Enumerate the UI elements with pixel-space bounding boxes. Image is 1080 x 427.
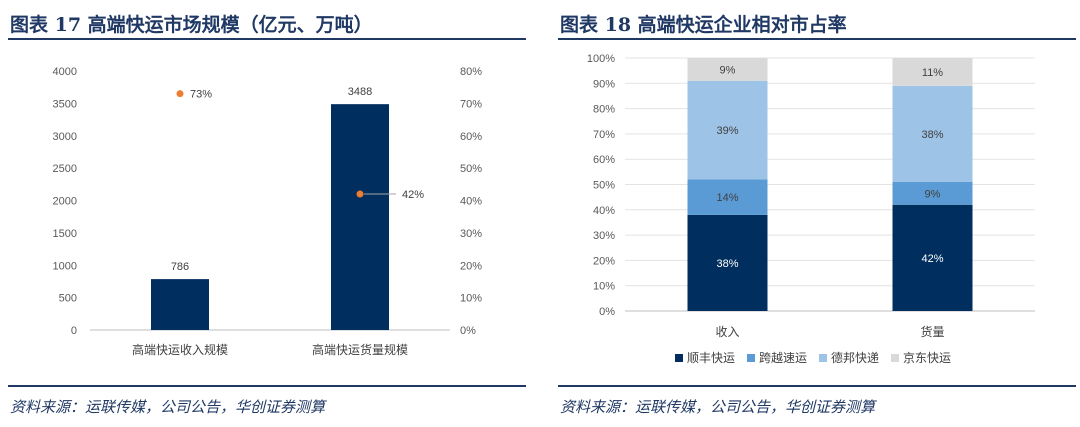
legend-swatch [747, 354, 755, 362]
y-tick-label: 3000 [53, 131, 77, 143]
y-tick-label: 90% [593, 78, 615, 90]
bar-value-label: 3488 [348, 86, 372, 98]
share-point-label: 42% [402, 189, 424, 201]
x-category-label: 高端快运收入规模 [132, 342, 228, 357]
legend-label: 京东快运 [903, 351, 951, 365]
y-tick-label: 30% [593, 230, 615, 242]
x-category-label: 收入 [715, 325, 739, 339]
legend-swatch [819, 354, 827, 362]
y-tick-label: 1500 [53, 228, 77, 240]
y-tick-label: 100% [587, 53, 615, 65]
y2-tick-label: 80% [460, 66, 482, 78]
y-tick-label: 10% [593, 281, 615, 293]
y2-tick-label: 60% [460, 131, 482, 143]
market-size-chart: 0 500 1000 1500 2000 2500 3000 3500 4000 0% 10% 20%… [53, 66, 483, 357]
y-tick-label: 2000 [53, 196, 77, 208]
figure-18-source: 资料来源：运联传媒，公司公告，华创证券测算 [560, 398, 876, 416]
y-tick-label: 0% [599, 306, 615, 318]
y2-tick-label: 50% [460, 163, 482, 175]
bar [331, 104, 389, 330]
y2-tick-label: 40% [460, 196, 482, 208]
share-point-label: 73% [190, 89, 212, 101]
segment-value-label: 38% [921, 129, 943, 141]
legend-label: 顺丰快运 [687, 351, 735, 365]
figure-18-bottom-rule [558, 385, 1076, 387]
figure-17-source: 资料来源：运联传媒，公司公告，华创证券测算 [10, 398, 326, 416]
y2-tick-label: 70% [460, 98, 482, 110]
bar-value-label: 786 [171, 261, 189, 273]
legend-swatch [675, 354, 683, 362]
stack-segment [687, 80, 768, 180]
y-tick-label: 2500 [53, 163, 77, 175]
stack-segment [687, 58, 768, 81]
segment-value-label: 11% [922, 67, 943, 79]
figure-17-title: 图表 17 高端快运市场规模（亿元、万吨） [10, 14, 373, 36]
y2-tick-label: 0% [460, 325, 476, 337]
stack-segment [892, 204, 973, 311]
figure-18-top-rule [558, 38, 1076, 40]
stack-segment [687, 214, 768, 311]
figure-18-title: 图表 18 高端快运企业相对市占率 [560, 14, 847, 36]
legend-swatch [891, 354, 899, 362]
legend-label: 跨越速运 [759, 351, 807, 365]
y2-tick-label: 10% [460, 293, 482, 305]
segment-value-label: 39% [716, 125, 738, 137]
segment-value-label: 9% [925, 188, 941, 200]
y-tick-label: 500 [59, 293, 77, 305]
stack-segment [892, 85, 973, 182]
x-category-label: 高端快运货量规模 [312, 342, 408, 357]
segment-value-label: 42% [921, 253, 943, 265]
y-tick-label: 80% [593, 104, 615, 116]
y-tick-label: 3500 [53, 98, 77, 110]
y-tick-label: 20% [593, 255, 615, 267]
legend-label: 德邦快递 [831, 350, 879, 365]
share-point [356, 190, 364, 198]
figure-18-panel: 图表 18 高端快运企业相对市占率 0% 10% 20% 30% 40% 50% 60% 70… [550, 0, 1080, 427]
segment-value-label: 14% [716, 192, 738, 204]
y2-tick-label: 30% [460, 228, 482, 240]
y-tick-label: 4000 [53, 66, 77, 78]
y-tick-label: 1000 [53, 260, 77, 272]
figure-17-bottom-rule [8, 385, 526, 387]
y2-tick-label: 20% [460, 260, 482, 272]
stack-segment [892, 181, 973, 205]
share-point [176, 90, 184, 98]
y-tick-label: 40% [593, 205, 615, 217]
stack-segment [687, 179, 768, 215]
y-tick-label: 70% [593, 129, 615, 141]
y-tick-label: 0 [71, 325, 77, 337]
x-category-label: 货量 [920, 324, 944, 339]
y-tick-label: 50% [593, 180, 615, 192]
figure-17-panel: 图表 17 高端快运市场规模（亿元、万吨） 0 500 1000 1500 2000 25… [0, 0, 530, 427]
market-share-chart: 0% 10% 20% 30% 40% 50% 60% 70% 80% 90% 100% 38% 14% 3… [587, 53, 1035, 365]
segment-value-label: 9% [720, 64, 736, 76]
y-tick-label: 60% [593, 154, 615, 166]
figure-17-top-rule [8, 38, 526, 40]
stack-segment [892, 58, 973, 86]
segment-value-label: 38% [716, 258, 738, 270]
bar [151, 279, 209, 330]
